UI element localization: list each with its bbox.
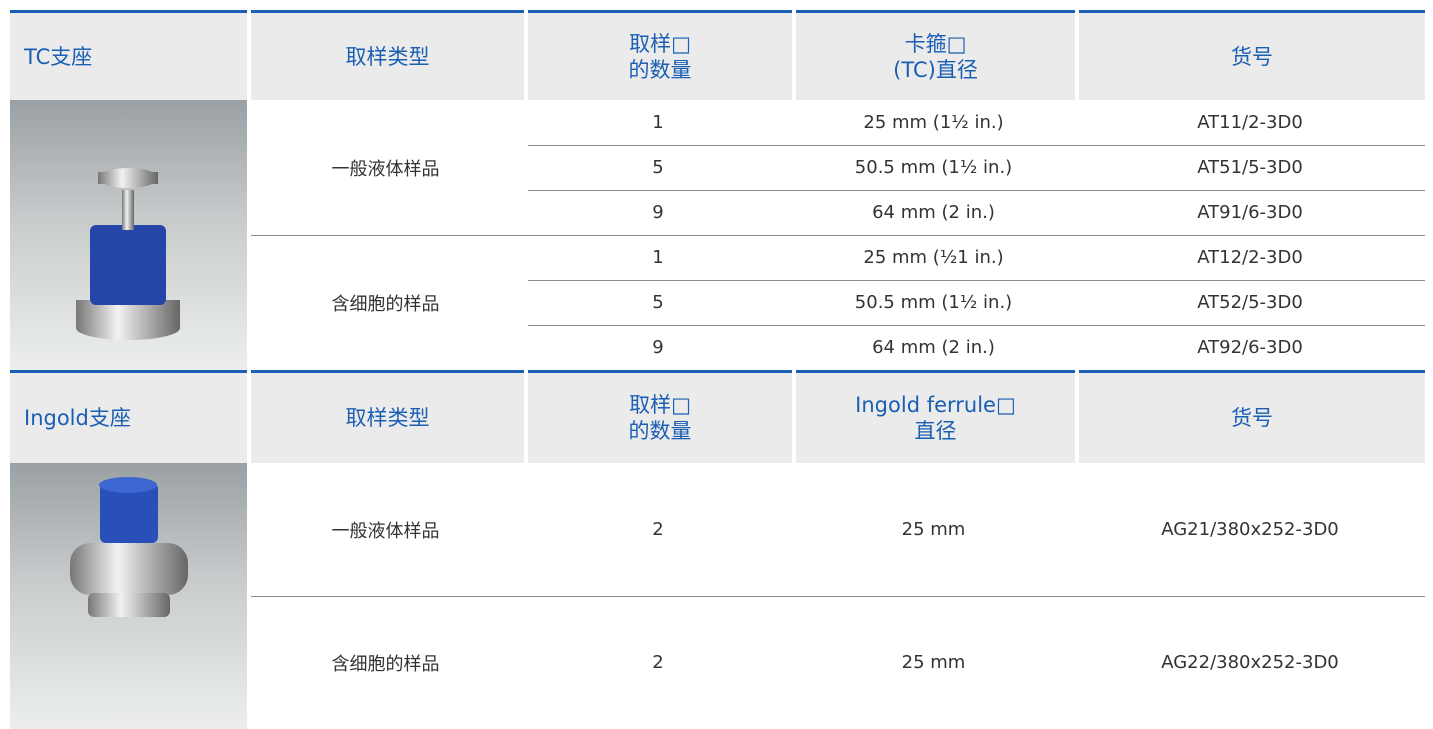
sample-type: 含细胞的样品 <box>247 235 524 370</box>
data-cell: 25 mm (1½ in.) <box>792 100 1075 145</box>
header-cell: 取样□ 的数量 <box>528 370 792 463</box>
data-cell: 25 mm <box>792 463 1075 596</box>
data-cell: 50.5 mm (1½ in.) <box>792 280 1075 325</box>
text: 的数量 <box>628 57 692 82</box>
text: AT52/5-3D0 <box>1197 292 1303 313</box>
row-divider <box>251 596 1425 597</box>
text: AT51/5-3D0 <box>1197 157 1303 178</box>
text: AT11/2-3D0 <box>1197 112 1303 133</box>
data-cell: 2 <box>524 463 792 596</box>
text: 50.5 mm (1½ in.) <box>854 157 1013 178</box>
data-cell: 50.5 mm (1½ in.) <box>792 145 1075 190</box>
text: 货号 <box>1231 406 1273 430</box>
data-cell: AG22/380x252-3D0 <box>1075 596 1425 729</box>
text: 取样类型 <box>345 406 430 430</box>
text: (TC)直径 <box>893 57 978 82</box>
data-cell: AT11/2-3D0 <box>1075 100 1425 145</box>
text: 1 <box>652 112 664 133</box>
header-cell: Ingold ferrule□ 直径 <box>796 370 1075 463</box>
text: TC支座 <box>24 44 93 69</box>
text: 货号 <box>1231 44 1273 69</box>
row-divider <box>528 145 1425 146</box>
text: 一般液体样品 <box>331 158 440 180</box>
text: Ingold ferrule□ <box>855 393 1016 417</box>
text: 一般液体样品 <box>331 520 440 542</box>
text: 2 <box>652 652 664 673</box>
text: 25 mm <box>901 652 966 673</box>
sample-type: 一般液体样品 <box>247 100 524 235</box>
header-cell: TC支座 <box>10 10 247 100</box>
data-cell: AT52/5-3D0 <box>1075 280 1425 325</box>
text: 9 <box>652 337 664 358</box>
text: 64 mm (2 in.) <box>872 337 995 358</box>
header-cell: 卡箍□ (TC)直径 <box>796 10 1075 100</box>
sample-type: 含细胞的样品 <box>247 596 524 729</box>
data-cell: 64 mm (2 in.) <box>792 190 1075 235</box>
text: 直径 <box>914 419 957 443</box>
text: 1 <box>652 247 664 268</box>
header-cell: 货号 <box>1079 10 1425 100</box>
header-cell: 取样□ 的数量 <box>528 10 792 100</box>
text: AG22/380x252-3D0 <box>1161 652 1339 673</box>
text: 取样□ <box>629 31 691 56</box>
header-cell: 货号 <box>1079 370 1425 463</box>
text: 2 <box>652 519 664 540</box>
text: 9 <box>652 202 664 223</box>
text: 25 mm (1½ in.) <box>863 112 1004 133</box>
text: 取样□ <box>629 393 691 417</box>
data-cell: AT51/5-3D0 <box>1075 145 1425 190</box>
header-cell: Ingold支座 <box>10 370 247 463</box>
data-cell: 9 <box>524 190 792 235</box>
ingold-holder-image <box>70 477 188 617</box>
text: AT91/6-3D0 <box>1197 202 1303 223</box>
text: 卡箍□ <box>904 31 967 56</box>
sample-type: 一般液体样品 <box>247 463 524 596</box>
row-divider <box>528 190 1425 191</box>
text: AT92/6-3D0 <box>1197 337 1303 358</box>
text: 取样类型 <box>345 44 430 69</box>
data-cell: 1 <box>524 235 792 280</box>
data-cell: AT12/2-3D0 <box>1075 235 1425 280</box>
data-cell: 9 <box>524 325 792 370</box>
header-cell: 取样类型 <box>251 370 524 463</box>
data-cell: 25 mm (½1 in.) <box>792 235 1075 280</box>
data-cell: AT92/6-3D0 <box>1075 325 1425 370</box>
row-divider <box>251 235 1425 236</box>
text: 的数量 <box>628 419 692 443</box>
tc-holder-image <box>76 168 180 340</box>
text: 含细胞的样品 <box>331 653 440 675</box>
text: 5 <box>652 292 664 313</box>
data-cell: 2 <box>524 596 792 729</box>
row-divider <box>528 325 1425 326</box>
text: 含细胞的样品 <box>331 293 440 315</box>
data-cell: 5 <box>524 280 792 325</box>
data-cell: AT91/6-3D0 <box>1075 190 1425 235</box>
row-divider <box>528 280 1425 281</box>
text: AG21/380x252-3D0 <box>1161 519 1339 540</box>
text: 25 mm (½1 in.) <box>863 247 1004 268</box>
data-cell: 5 <box>524 145 792 190</box>
text: 5 <box>652 157 664 178</box>
text: AT12/2-3D0 <box>1197 247 1303 268</box>
data-cell: 64 mm (2 in.) <box>792 325 1075 370</box>
data-cell: 1 <box>524 100 792 145</box>
text: 64 mm (2 in.) <box>872 202 995 223</box>
data-cell: AG21/380x252-3D0 <box>1075 463 1425 596</box>
text: 50.5 mm (1½ in.) <box>854 292 1013 313</box>
text: 25 mm <box>901 519 966 540</box>
data-cell: 25 mm <box>792 596 1075 729</box>
text: Ingold支座 <box>24 406 131 430</box>
header-cell: 取样类型 <box>251 10 524 100</box>
